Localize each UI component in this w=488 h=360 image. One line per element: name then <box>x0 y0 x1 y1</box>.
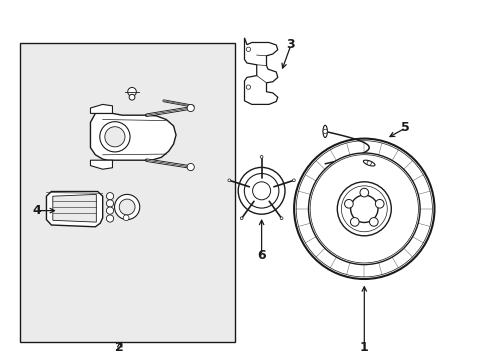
Circle shape <box>350 217 358 226</box>
Circle shape <box>350 195 377 222</box>
Circle shape <box>252 182 270 200</box>
Ellipse shape <box>323 125 326 138</box>
Polygon shape <box>90 160 112 169</box>
Circle shape <box>308 153 419 265</box>
Polygon shape <box>46 192 102 227</box>
Circle shape <box>293 139 434 279</box>
Circle shape <box>238 167 285 214</box>
Circle shape <box>227 179 230 182</box>
Circle shape <box>127 87 136 96</box>
Circle shape <box>106 193 113 200</box>
Circle shape <box>260 156 263 158</box>
Polygon shape <box>53 194 96 222</box>
Text: 5: 5 <box>401 121 409 134</box>
Text: 4: 4 <box>32 204 41 217</box>
Polygon shape <box>244 38 277 104</box>
Circle shape <box>375 199 383 208</box>
Circle shape <box>187 104 194 112</box>
Circle shape <box>100 122 130 152</box>
Ellipse shape <box>363 160 374 166</box>
Circle shape <box>369 217 377 226</box>
Circle shape <box>280 217 283 220</box>
Circle shape <box>104 127 125 147</box>
Text: 6: 6 <box>257 249 265 262</box>
Polygon shape <box>90 104 112 113</box>
Circle shape <box>240 217 243 220</box>
Text: 3: 3 <box>286 39 295 51</box>
Polygon shape <box>90 113 176 160</box>
Circle shape <box>366 161 370 165</box>
Circle shape <box>337 182 390 236</box>
Circle shape <box>114 194 140 220</box>
Circle shape <box>246 85 250 89</box>
Circle shape <box>323 129 326 134</box>
Circle shape <box>106 215 113 222</box>
Circle shape <box>246 47 250 51</box>
Circle shape <box>119 199 135 215</box>
Circle shape <box>244 174 278 208</box>
Text: 2: 2 <box>115 341 124 354</box>
Circle shape <box>344 199 352 208</box>
Circle shape <box>106 200 113 207</box>
Circle shape <box>106 207 113 214</box>
Circle shape <box>123 215 129 221</box>
Circle shape <box>359 188 368 197</box>
Circle shape <box>292 179 295 182</box>
Text: 1: 1 <box>359 341 368 354</box>
Circle shape <box>129 94 135 100</box>
Circle shape <box>187 163 194 171</box>
Bar <box>20 43 234 342</box>
